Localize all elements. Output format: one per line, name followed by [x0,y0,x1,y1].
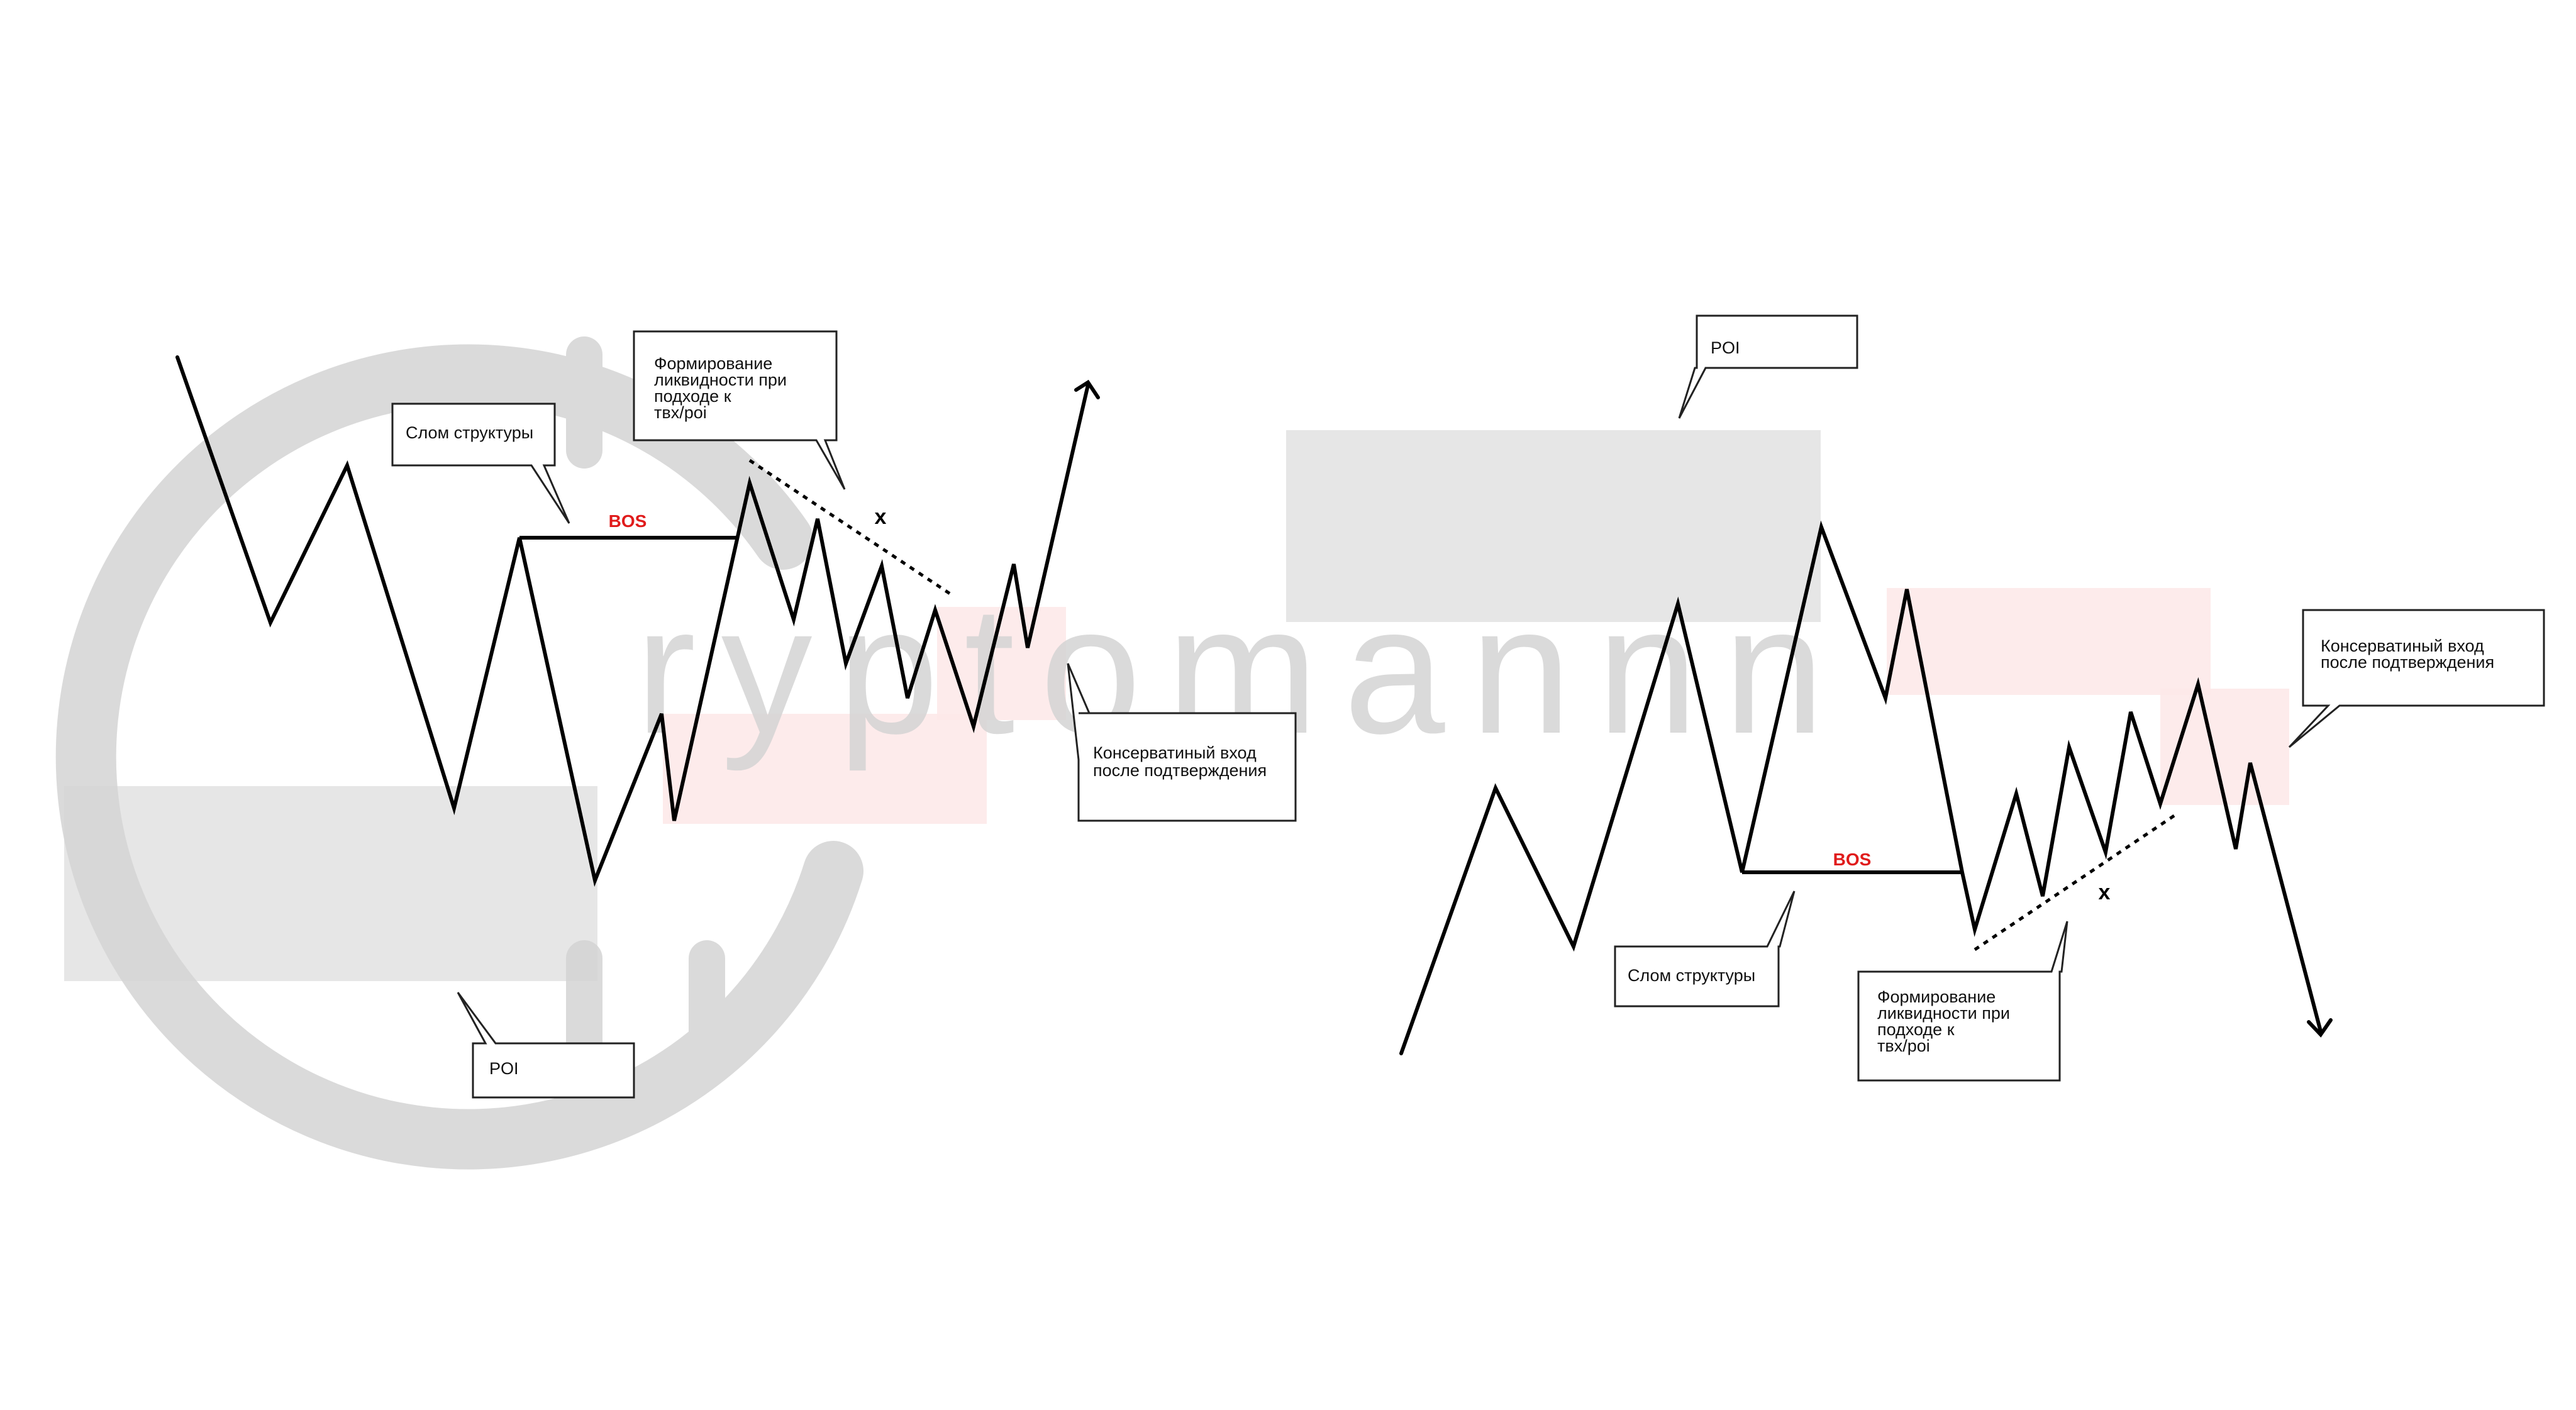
right-liquidity-text-1: Формирование [1877,987,1996,1006]
right-liquidity-callout: Формирование ликвидности при подходе к т… [1857,921,2068,1082]
left-entry-zone-lower [663,714,987,824]
right-liquidity-text-4: твх/poi [1877,1036,1930,1055]
right-entry-callout: Консерватиный вход после подтверждения [2288,609,2545,748]
right-entry-zone-lower [2160,689,2289,805]
right-bos-label: BOS [1833,850,1872,869]
left-arrowhead [1074,379,1100,399]
left-scenario: BOS x Слом структуры Формирование ликвид… [175,330,1297,1099]
right-arrowhead [2307,1018,2333,1038]
left-entry-text-2: после подтверждения [1093,761,1267,780]
right-poi-zone [1286,430,1821,622]
left-liquidity-callout: Формирование ликвидности при подходе к т… [633,330,846,490]
left-liquidity-text-3: подходе к [654,387,731,406]
left-liquidity-text-1: Формирование [654,354,772,373]
right-structure-break-text: Слом структуры [1628,966,1755,985]
left-price-path [175,355,1090,887]
right-structure-break-callout: Слом структуры [1614,891,1796,1008]
right-entry-zone-upper [1887,588,2211,695]
left-bos-label: BOS [609,511,647,531]
left-entry-callout: Консерватиный вход после подтверждения [1067,663,1297,822]
left-structure-break-text: Слом структуры [406,423,533,442]
right-entry-text-2: после подтверждения [2321,653,2494,672]
right-price-path [1399,520,2323,1055]
left-x-mark: x [875,505,887,529]
left-entry-text-1: Консерватиный вход [1093,743,1257,762]
left-liquidity-text-4: твх/poi [654,403,707,422]
left-liquidity-text-2: ликвидности при [654,370,787,389]
left-liquidity-trendline [748,458,952,596]
left-poi-text: POI [489,1059,519,1078]
right-x-mark: x [2099,880,2111,904]
right-liquidity-text-2: ликвидности при [1877,1004,2010,1023]
right-poi-callout: POI [1678,314,1858,419]
right-entry-text-1: Консерватиный вход [2321,636,2484,655]
right-liquidity-text-3: подходе к [1877,1020,1955,1039]
left-poi-callout: POI [457,992,635,1099]
right-liquidity-trendline [1974,813,2177,952]
left-structure-break-callout: Слом структуры [391,402,570,524]
left-entry-zone-upper [937,607,1066,720]
right-poi-text: POI [1711,338,1740,357]
right-scenario: BOS x POI Консерватиный вход после подтв… [1399,314,2545,1082]
